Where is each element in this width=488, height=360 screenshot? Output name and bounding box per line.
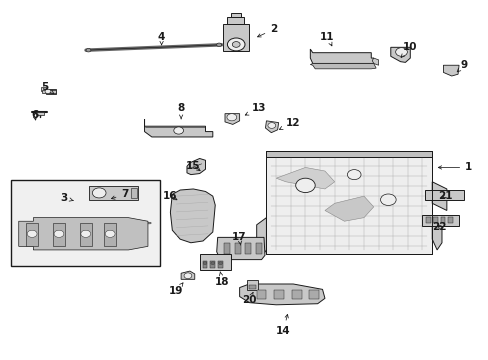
Bar bbox=[11, 180, 160, 266]
Circle shape bbox=[27, 230, 37, 237]
Text: 13: 13 bbox=[245, 103, 266, 115]
Bar bbox=[248, 285, 255, 289]
Circle shape bbox=[232, 41, 240, 47]
Circle shape bbox=[216, 43, 221, 46]
Polygon shape bbox=[19, 218, 148, 250]
Bar bbox=[256, 290, 266, 299]
Bar bbox=[89, 186, 138, 200]
Polygon shape bbox=[170, 189, 215, 243]
Bar bbox=[222, 24, 249, 51]
Bar bbox=[210, 261, 215, 268]
Bar bbox=[425, 217, 430, 224]
Text: 8: 8 bbox=[177, 103, 184, 119]
Bar bbox=[131, 188, 137, 198]
Circle shape bbox=[346, 170, 360, 180]
Polygon shape bbox=[216, 237, 264, 260]
Polygon shape bbox=[431, 182, 446, 211]
Circle shape bbox=[45, 89, 51, 94]
Text: 12: 12 bbox=[279, 118, 300, 130]
Bar bbox=[41, 87, 45, 91]
Text: 16: 16 bbox=[163, 191, 177, 201]
Polygon shape bbox=[239, 284, 325, 305]
Text: 6: 6 bbox=[31, 111, 39, 121]
Circle shape bbox=[173, 127, 183, 134]
Text: 9: 9 bbox=[456, 60, 467, 72]
Bar bbox=[234, 243, 240, 253]
Bar bbox=[230, 13, 240, 17]
Polygon shape bbox=[181, 271, 194, 279]
Text: 11: 11 bbox=[320, 32, 334, 46]
Bar bbox=[80, 223, 92, 246]
Bar bbox=[422, 215, 458, 226]
Text: 18: 18 bbox=[215, 272, 229, 287]
Polygon shape bbox=[186, 158, 205, 175]
Polygon shape bbox=[265, 121, 278, 133]
Circle shape bbox=[226, 114, 236, 121]
Circle shape bbox=[105, 230, 115, 237]
Text: 21: 21 bbox=[437, 191, 452, 201]
Bar bbox=[440, 217, 445, 224]
Bar bbox=[266, 157, 431, 253]
Circle shape bbox=[81, 230, 90, 237]
Circle shape bbox=[203, 262, 206, 265]
Bar bbox=[104, 223, 116, 246]
Bar bbox=[424, 190, 463, 201]
Bar bbox=[36, 112, 43, 116]
Polygon shape bbox=[276, 167, 334, 189]
Circle shape bbox=[395, 48, 407, 56]
Bar bbox=[227, 17, 244, 24]
Circle shape bbox=[210, 262, 214, 265]
Circle shape bbox=[92, 188, 106, 198]
Bar bbox=[246, 280, 257, 290]
Polygon shape bbox=[325, 196, 373, 221]
Bar bbox=[447, 217, 452, 224]
Text: 1: 1 bbox=[437, 162, 471, 172]
Text: 17: 17 bbox=[232, 232, 246, 245]
Bar bbox=[202, 261, 207, 268]
Circle shape bbox=[267, 123, 275, 129]
Circle shape bbox=[54, 230, 64, 237]
Bar bbox=[273, 290, 283, 299]
Bar bbox=[308, 290, 318, 299]
Bar bbox=[199, 254, 231, 270]
Circle shape bbox=[86, 48, 91, 52]
Polygon shape bbox=[371, 58, 378, 65]
Bar bbox=[432, 217, 437, 224]
Text: 14: 14 bbox=[276, 314, 290, 336]
Text: 22: 22 bbox=[431, 222, 446, 231]
Bar bbox=[245, 243, 251, 253]
Bar bbox=[218, 261, 223, 268]
Circle shape bbox=[295, 178, 315, 193]
Circle shape bbox=[227, 38, 244, 51]
Bar bbox=[224, 243, 229, 253]
Text: 7: 7 bbox=[111, 189, 128, 199]
Polygon shape bbox=[266, 151, 431, 157]
Text: 20: 20 bbox=[242, 292, 256, 305]
Circle shape bbox=[218, 262, 222, 265]
Text: 4: 4 bbox=[158, 32, 165, 45]
Bar bbox=[26, 223, 38, 246]
Bar bbox=[53, 223, 65, 246]
Bar bbox=[256, 243, 262, 253]
Text: 19: 19 bbox=[169, 283, 183, 296]
Text: 5: 5 bbox=[41, 82, 54, 94]
Circle shape bbox=[183, 273, 191, 279]
Text: 2: 2 bbox=[257, 24, 277, 37]
Polygon shape bbox=[443, 65, 458, 76]
Polygon shape bbox=[256, 218, 266, 257]
Polygon shape bbox=[224, 114, 239, 125]
Polygon shape bbox=[390, 47, 409, 62]
Polygon shape bbox=[310, 63, 375, 69]
Bar bbox=[266, 151, 431, 253]
Text: 10: 10 bbox=[400, 42, 417, 58]
Bar bbox=[292, 290, 302, 299]
Polygon shape bbox=[144, 119, 212, 137]
Text: 3: 3 bbox=[61, 193, 73, 203]
Polygon shape bbox=[310, 49, 373, 63]
Circle shape bbox=[380, 194, 395, 206]
Text: 15: 15 bbox=[185, 161, 200, 171]
Polygon shape bbox=[431, 218, 441, 250]
Polygon shape bbox=[42, 90, 56, 93]
Bar bbox=[45, 89, 56, 94]
